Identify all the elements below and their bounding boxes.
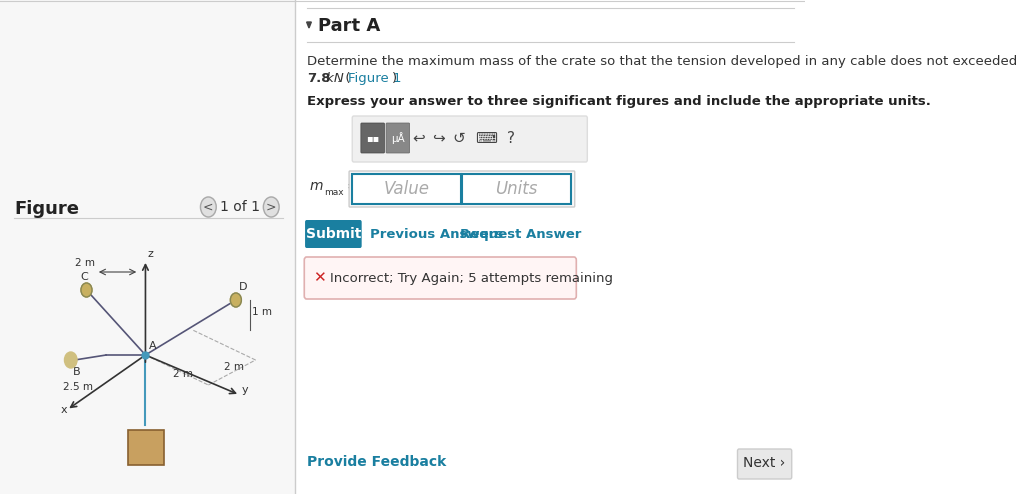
Text: =: =	[346, 178, 358, 194]
Text: Request Answer: Request Answer	[460, 228, 582, 241]
Text: ✕: ✕	[313, 271, 326, 286]
Text: >: >	[266, 201, 276, 213]
Text: C: C	[80, 272, 88, 282]
Circle shape	[81, 283, 92, 297]
Text: Incorrect; Try Again; 5 attempts remaining: Incorrect; Try Again; 5 attempts remaini…	[330, 272, 613, 285]
Text: Value: Value	[383, 180, 429, 198]
Text: ▪▪: ▪▪	[366, 133, 379, 143]
Text: 2 m: 2 m	[75, 258, 94, 268]
Polygon shape	[306, 22, 311, 28]
Text: <: <	[203, 201, 214, 213]
Text: 2 m: 2 m	[173, 369, 193, 379]
Text: x: x	[60, 405, 68, 415]
Text: 2 m: 2 m	[224, 362, 244, 372]
Text: Next ›: Next ›	[743, 456, 785, 470]
Circle shape	[201, 197, 216, 217]
Text: $m$: $m$	[309, 179, 324, 193]
FancyBboxPatch shape	[462, 174, 570, 204]
FancyBboxPatch shape	[0, 0, 295, 494]
Text: Part A: Part A	[317, 17, 380, 35]
Text: μÅ: μÅ	[391, 132, 404, 144]
Text: Determine the maximum mass of the crate so that the tension developed in any cab: Determine the maximum mass of the crate …	[306, 55, 1017, 68]
Circle shape	[263, 197, 280, 217]
Text: Previous Answers: Previous Answers	[370, 228, 503, 241]
FancyBboxPatch shape	[304, 257, 577, 299]
Text: Express your answer to three significant figures and include the appropriate uni: Express your answer to three significant…	[306, 95, 931, 108]
FancyBboxPatch shape	[386, 123, 410, 153]
Text: 1 m: 1 m	[252, 307, 271, 317]
FancyBboxPatch shape	[349, 171, 574, 207]
Text: ↩: ↩	[412, 130, 425, 146]
Text: ?: ?	[507, 130, 515, 146]
FancyBboxPatch shape	[360, 123, 384, 153]
Text: A: A	[148, 341, 157, 351]
Text: Provide Feedback: Provide Feedback	[306, 455, 445, 469]
Text: Units: Units	[496, 180, 538, 198]
Circle shape	[230, 293, 242, 307]
FancyBboxPatch shape	[305, 220, 361, 248]
Text: ⌨: ⌨	[475, 130, 497, 146]
Text: ↺: ↺	[453, 130, 466, 146]
Text: kN: kN	[323, 72, 344, 85]
Text: B: B	[73, 367, 81, 377]
Text: Figure 1: Figure 1	[348, 72, 401, 85]
Text: max: max	[324, 188, 343, 197]
Circle shape	[65, 352, 77, 368]
Text: ): )	[391, 72, 396, 85]
Text: 1 of 1: 1 of 1	[220, 200, 260, 214]
FancyBboxPatch shape	[352, 174, 461, 204]
Text: 2.5 m: 2.5 m	[62, 382, 93, 392]
Text: Submit: Submit	[306, 227, 361, 241]
Text: 7.8: 7.8	[306, 72, 330, 85]
Text: . (: . (	[337, 72, 350, 85]
Text: ↪: ↪	[432, 130, 445, 146]
Text: D: D	[239, 282, 248, 292]
FancyBboxPatch shape	[295, 0, 805, 494]
Text: z: z	[147, 249, 154, 259]
FancyBboxPatch shape	[128, 430, 164, 465]
Text: Figure: Figure	[14, 200, 79, 218]
FancyBboxPatch shape	[352, 116, 588, 162]
Text: y: y	[242, 385, 249, 395]
FancyBboxPatch shape	[737, 449, 792, 479]
